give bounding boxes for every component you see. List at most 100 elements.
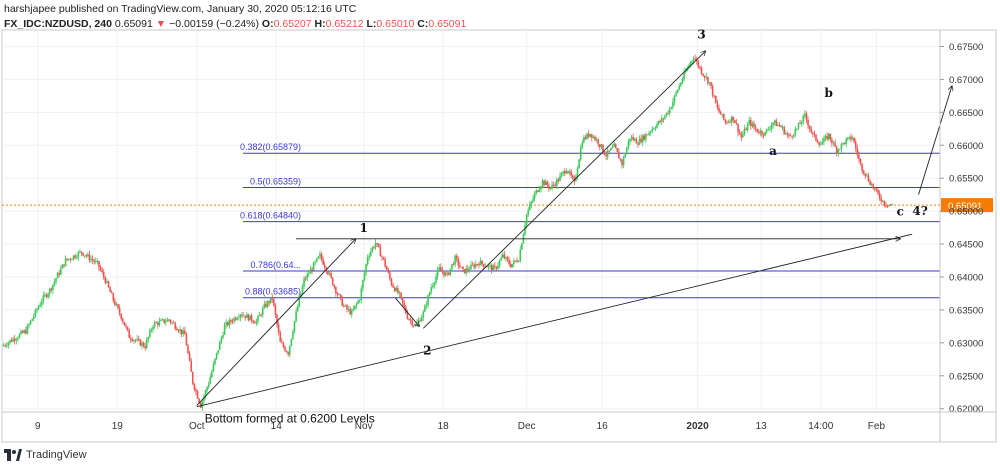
candle-bullish: [792, 135, 795, 137]
candle-bearish: [412, 325, 415, 327]
candle-bullish: [64, 258, 67, 266]
candle-bullish: [428, 292, 431, 296]
candle-bearish: [226, 322, 229, 326]
candle-bullish: [28, 324, 30, 326]
candle-bullish: [211, 371, 213, 377]
candle-bearish: [333, 285, 336, 288]
candle-bearish: [180, 329, 183, 334]
candle-bullish: [12, 338, 14, 342]
candle-bullish: [87, 254, 89, 256]
candle-bullish: [541, 180, 544, 187]
candle-bullish: [657, 121, 660, 125]
candle-bearish: [738, 132, 741, 134]
candle-bullish: [179, 329, 181, 332]
candle-bullish: [513, 260, 515, 264]
brand-name: TradingView: [26, 449, 87, 461]
candle-bullish: [794, 129, 797, 136]
candle-bearish: [818, 142, 820, 145]
candle-bearish: [778, 124, 781, 126]
low-label: L:: [366, 18, 377, 30]
candle-bearish: [381, 256, 383, 258]
candle-bullish: [347, 309, 350, 310]
candle-bullish: [540, 186, 542, 190]
candle-bearish: [253, 322, 256, 324]
candle-bearish: [695, 59, 698, 62]
candle-bearish: [635, 138, 638, 144]
price-axis[interactable]: 0.67500 0.67000 0.66500 0.66000 0.65500 0.650…: [939, 30, 983, 442]
candle-bearish: [411, 320, 413, 326]
candle-bearish: [320, 253, 323, 260]
candle-bullish: [576, 168, 579, 177]
candle-bearish: [486, 266, 488, 268]
candle-bearish: [346, 305, 348, 310]
candle-bearish: [385, 266, 388, 270]
candle-bearish: [463, 269, 466, 274]
candle-bullish: [670, 107, 673, 109]
candle-bullish: [444, 272, 447, 276]
candle-bearish: [829, 133, 832, 140]
candle-bearish: [452, 264, 455, 266]
candle-bearish: [554, 184, 557, 186]
candle-bearish: [322, 259, 324, 265]
brand-footer[interactable]: TradingView: [4, 445, 87, 465]
time-axis[interactable]: 9 19 Oct 14 Nov 18 Dec 16 2020 13 14:00 Feb: [2, 411, 996, 432]
candle-bullish: [562, 171, 565, 174]
candle-bearish: [195, 389, 197, 392]
candle-bearish: [834, 142, 836, 147]
candle-bullish: [238, 317, 240, 319]
candle-bearish: [713, 95, 716, 97]
candle-bearish: [597, 139, 599, 145]
candle-bearish: [191, 371, 194, 384]
candle-bullish: [479, 260, 482, 266]
candle-bearish: [408, 318, 410, 320]
candle-bearish: [377, 243, 380, 248]
candle-bearish: [702, 73, 704, 76]
candle-bearish: [805, 113, 808, 120]
candle-bullish: [308, 273, 310, 275]
candle-bearish: [482, 264, 485, 267]
candle-bullish: [95, 260, 97, 262]
candle-bearish: [196, 391, 199, 399]
candle-bearish: [473, 264, 475, 268]
candle-bearish: [694, 58, 696, 60]
candle-bullish: [263, 303, 266, 309]
candle-bullish: [295, 311, 297, 322]
candle-bearish: [117, 304, 119, 308]
candle-bullish: [592, 136, 595, 138]
candle-bullish: [611, 146, 614, 149]
candle-bullish: [560, 173, 563, 176]
price-tick-label: 0.67500: [949, 42, 983, 53]
candle-bullish: [34, 309, 37, 317]
candle-bullish: [435, 276, 437, 283]
candle-bullish: [583, 137, 585, 143]
candle-bearish: [335, 287, 337, 294]
candle-bullish: [133, 340, 135, 342]
candle-bullish: [236, 318, 239, 320]
candle-bearish: [557, 179, 560, 182]
high-label: H:: [314, 18, 326, 30]
candle-bullish: [37, 306, 40, 310]
candle-bullish: [225, 322, 227, 326]
candle-bearish: [762, 134, 765, 136]
candle-bearish: [10, 340, 13, 342]
candle-bullish: [824, 135, 827, 138]
candle-bearish: [869, 181, 871, 185]
candle-bearish: [732, 116, 735, 121]
candle-bearish: [284, 346, 286, 351]
candle-bullish: [153, 322, 156, 327]
candle-bullish: [606, 150, 609, 157]
arrow-line: [422, 51, 705, 329]
time-tick-label: Feb: [868, 421, 886, 432]
candle-bearish: [745, 128, 747, 131]
candle-bearish: [490, 265, 493, 271]
candle-bullish: [767, 129, 770, 131]
candle-bullish: [649, 131, 652, 133]
last-price: 0.65091: [114, 18, 153, 30]
candle-bearish: [753, 123, 755, 128]
candle-bullish: [40, 301, 43, 305]
candle-bullish: [350, 310, 353, 315]
candle-bullish: [228, 320, 231, 326]
candle-bearish: [134, 340, 137, 341]
candle-bearish: [63, 264, 65, 266]
candle-bearish: [101, 270, 103, 273]
